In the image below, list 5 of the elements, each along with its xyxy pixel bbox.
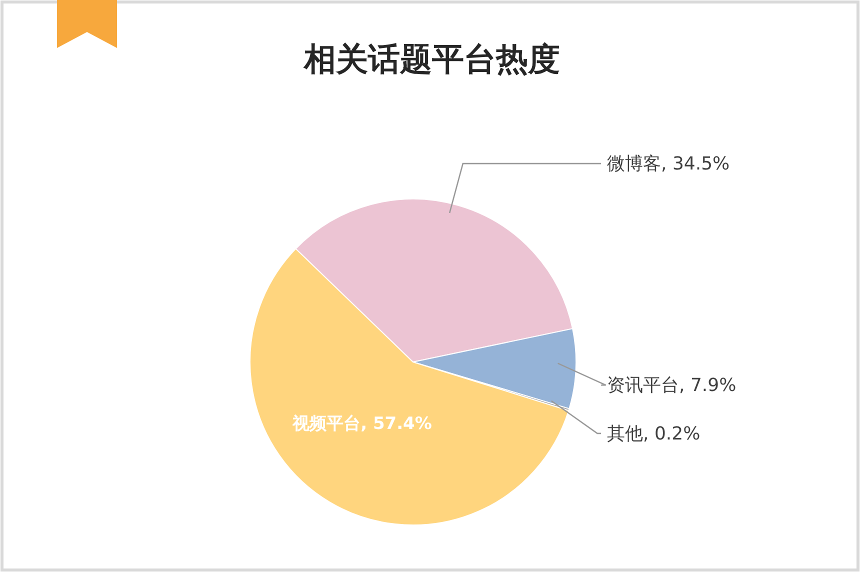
- slice-label: 资讯平台, 7.9%: [607, 375, 736, 396]
- slice-label: 其他, 0.2%: [607, 423, 700, 444]
- slice-label: 视频平台, 57.4%: [292, 413, 432, 436]
- slice-label: 微博客, 34.5%: [607, 154, 730, 175]
- chart-title: 相关话题平台热度: [303, 40, 560, 78]
